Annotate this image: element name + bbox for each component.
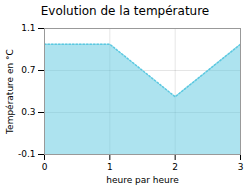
- svg-text:heure par heure: heure par heure: [106, 175, 179, 185]
- html-text:Evolution de la température: Evolution de la température: [40, 4, 210, 18]
- svg-text:Température en °C: Température en °C: [5, 49, 15, 135]
- svg-text:0: 0: [42, 162, 48, 172]
- svg-text:3: 3: [238, 162, 244, 172]
- svg-text:1.1: 1.1: [21, 23, 35, 33]
- svg-text:1: 1: [107, 162, 113, 172]
- svg-text:0.3: 0.3: [21, 107, 35, 117]
- svg-text:-0.1: -0.1: [18, 149, 36, 159]
- svg-text:2: 2: [172, 162, 178, 172]
- svg-text:0.7: 0.7: [21, 65, 35, 75]
